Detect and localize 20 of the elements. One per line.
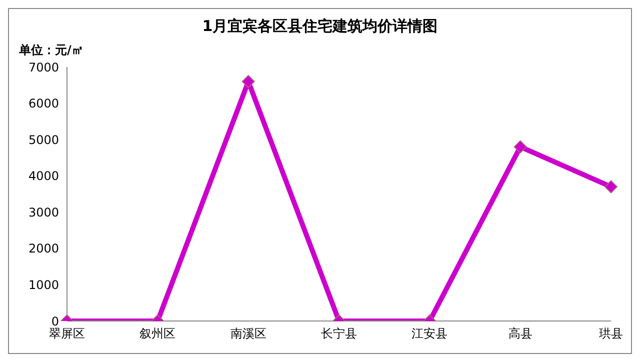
x-tick-label: 高县	[508, 326, 532, 341]
y-tick-label: 4000	[28, 169, 59, 184]
x-tick-label: 长宁县	[321, 326, 357, 341]
y-tick-label: 6000	[28, 96, 59, 111]
x-tick-label: 翠屏区	[49, 326, 85, 341]
chart-title: 1月宜宾各区县住宅建筑均价详情图	[201, 17, 439, 36]
point	[604, 180, 618, 194]
point	[514, 140, 527, 154]
y-tick-label: 1000	[28, 278, 59, 292]
y-tick-label: 5000	[28, 132, 59, 147]
y-tick-label: 2000	[28, 242, 59, 256]
x-tick-label: 江安县	[412, 326, 448, 341]
x-tick-label: 叙州区	[140, 326, 176, 341]
x-tick-label: 珙县	[599, 326, 623, 341]
y-tick-label: 7000	[28, 60, 59, 74]
y-tick-label: 0	[51, 314, 59, 328]
y-tick-label: 3000	[28, 205, 59, 220]
text: 单位：元/㎡	[19, 42, 84, 59]
x-tick-label: 南溪区	[230, 326, 266, 341]
point	[242, 75, 255, 88]
